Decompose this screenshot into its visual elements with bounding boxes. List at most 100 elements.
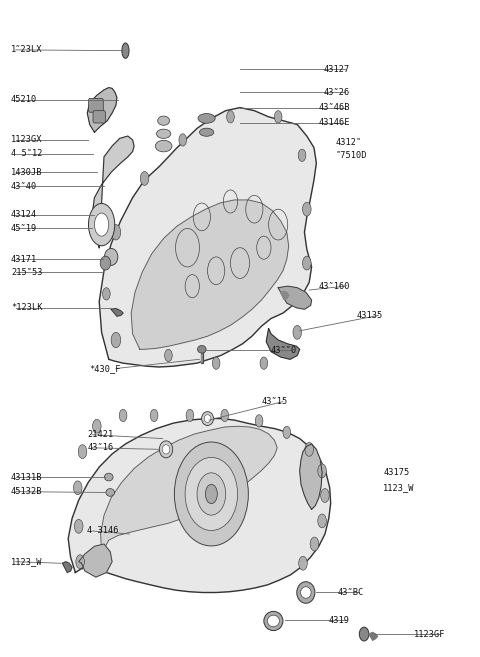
Text: 4312˜: 4312˜ — [336, 138, 362, 147]
Circle shape — [318, 514, 326, 528]
Text: 43146E: 43146E — [318, 118, 350, 127]
Text: 43˜BC: 43˜BC — [338, 588, 364, 597]
Text: 1123_W: 1123_W — [11, 557, 42, 566]
Polygon shape — [300, 444, 322, 509]
Circle shape — [78, 445, 87, 459]
Text: 4319: 4319 — [329, 616, 350, 625]
Text: 43˜˜0: 43˜˜0 — [271, 346, 297, 355]
Circle shape — [283, 426, 290, 439]
Circle shape — [318, 464, 326, 478]
Ellipse shape — [122, 43, 129, 58]
Ellipse shape — [95, 213, 109, 236]
Circle shape — [119, 409, 127, 422]
Polygon shape — [62, 562, 72, 572]
Text: 43˜46B: 43˜46B — [318, 103, 350, 112]
Polygon shape — [99, 108, 316, 367]
Text: 4 5˜12: 4 5˜12 — [11, 149, 42, 158]
Polygon shape — [101, 426, 277, 567]
Polygon shape — [266, 328, 300, 359]
Ellipse shape — [199, 128, 214, 136]
Polygon shape — [111, 309, 123, 316]
Circle shape — [93, 419, 101, 433]
Polygon shape — [281, 292, 288, 299]
Ellipse shape — [105, 248, 118, 265]
Circle shape — [260, 357, 268, 369]
Text: 45210: 45210 — [11, 95, 37, 104]
Text: 1430JB: 1430JB — [11, 168, 42, 177]
Circle shape — [212, 357, 220, 369]
Ellipse shape — [100, 256, 111, 270]
FancyBboxPatch shape — [88, 99, 103, 112]
Ellipse shape — [198, 346, 206, 353]
Ellipse shape — [156, 141, 172, 152]
Circle shape — [302, 256, 311, 270]
Polygon shape — [131, 200, 288, 350]
Text: 43˜40: 43˜40 — [11, 181, 37, 191]
FancyBboxPatch shape — [93, 110, 106, 123]
Circle shape — [179, 134, 187, 146]
Circle shape — [227, 110, 234, 123]
Polygon shape — [87, 87, 117, 132]
Text: 215˜53: 215˜53 — [11, 268, 42, 277]
Ellipse shape — [88, 204, 115, 246]
Text: 43˜26: 43˜26 — [324, 88, 350, 97]
Ellipse shape — [185, 457, 238, 531]
Polygon shape — [278, 286, 312, 309]
Polygon shape — [68, 419, 331, 593]
Text: 1123_W: 1123_W — [383, 484, 415, 492]
Ellipse shape — [360, 627, 369, 641]
Circle shape — [275, 110, 282, 123]
Text: *123LK: *123LK — [11, 304, 42, 312]
Circle shape — [76, 555, 84, 569]
Circle shape — [305, 442, 313, 456]
Circle shape — [73, 481, 82, 495]
Circle shape — [255, 415, 263, 427]
Text: 45˜19: 45˜19 — [11, 224, 37, 233]
Ellipse shape — [267, 615, 279, 627]
Text: ˜7510D: ˜7510D — [336, 151, 367, 160]
Circle shape — [299, 556, 307, 570]
Text: 1123GX: 1123GX — [11, 135, 42, 145]
Text: 43˜160: 43˜160 — [318, 282, 350, 290]
Circle shape — [293, 325, 301, 339]
Text: 45132B: 45132B — [11, 487, 42, 496]
Polygon shape — [79, 544, 112, 577]
Ellipse shape — [202, 412, 214, 426]
Text: 43135: 43135 — [357, 311, 383, 320]
Text: 43175: 43175 — [383, 468, 409, 477]
Circle shape — [186, 409, 194, 422]
Ellipse shape — [197, 473, 226, 515]
Text: *430_F: *430_F — [89, 364, 120, 373]
Text: 43127: 43127 — [324, 64, 350, 74]
Ellipse shape — [159, 441, 173, 458]
Text: 43˜15: 43˜15 — [262, 397, 288, 406]
Ellipse shape — [162, 445, 170, 454]
Text: 43124: 43124 — [11, 210, 37, 219]
Ellipse shape — [300, 587, 311, 599]
Circle shape — [165, 350, 172, 361]
Text: 43171: 43171 — [11, 255, 37, 263]
Circle shape — [140, 171, 149, 185]
Circle shape — [103, 288, 110, 300]
Ellipse shape — [205, 484, 217, 504]
Text: 21421: 21421 — [87, 430, 114, 440]
Ellipse shape — [297, 581, 315, 603]
Circle shape — [111, 225, 120, 240]
Ellipse shape — [157, 116, 169, 125]
Polygon shape — [369, 633, 377, 640]
Polygon shape — [201, 350, 203, 363]
Ellipse shape — [204, 415, 211, 422]
Circle shape — [111, 332, 120, 348]
Circle shape — [221, 409, 228, 422]
Circle shape — [321, 489, 329, 503]
Text: 4 3146: 4 3146 — [87, 526, 119, 535]
Circle shape — [310, 537, 319, 551]
Ellipse shape — [156, 129, 171, 139]
Text: 1˜23LX: 1˜23LX — [11, 45, 42, 55]
Text: 43131B: 43131B — [11, 472, 42, 482]
Ellipse shape — [105, 473, 113, 481]
Ellipse shape — [264, 612, 283, 631]
Circle shape — [150, 409, 158, 422]
Ellipse shape — [198, 114, 215, 124]
Circle shape — [302, 202, 311, 216]
